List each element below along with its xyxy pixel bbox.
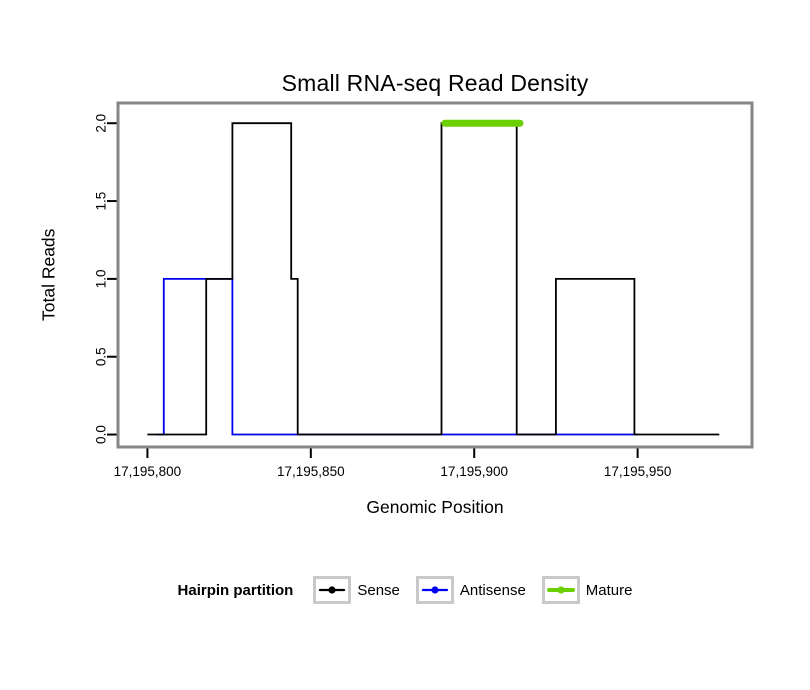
y-axis-label: Total Reads <box>38 228 59 322</box>
legend-key-antisense-icon <box>415 576 454 604</box>
legend-label-mature: Mature <box>585 581 633 599</box>
x-axis-label: Genomic Position <box>366 497 504 517</box>
x-tick-label: 17,195,900 <box>440 464 508 479</box>
sense-line <box>147 122 720 436</box>
x-tick-label: 17,195,850 <box>277 464 345 479</box>
y-tick-label: 0.0 <box>94 425 109 444</box>
y-tick-label: 1.0 <box>94 270 109 289</box>
legend: Hairpin partition Sense Antisense Mature <box>0 576 810 604</box>
legend-key-dot <box>328 586 336 594</box>
legend-items: Sense Antisense Mature <box>313 576 632 604</box>
legend-label-antisense: Antisense <box>459 581 526 599</box>
x-tick-label: 17,195,950 <box>604 464 672 479</box>
x-tick-label: 17,195,800 <box>114 464 182 479</box>
legend-key-dot <box>557 586 565 594</box>
chart-title: Small RNA-seq Read Density <box>281 70 589 96</box>
legend-key-dot <box>431 586 439 594</box>
legend-item-antisense: Antisense <box>415 576 526 604</box>
legend-key-sense-icon <box>313 576 352 604</box>
y-tick-label: 2.0 <box>94 114 109 133</box>
legend-label-sense: Sense <box>357 581 400 599</box>
y-tick-label: 0.5 <box>94 347 109 366</box>
y-tick-label: 1.5 <box>94 192 109 211</box>
plot-panel <box>116 101 754 449</box>
legend-title: Hairpin partition <box>177 581 294 599</box>
legend-item-mature: Mature <box>541 576 633 604</box>
legend-item-sense: Sense <box>313 576 400 604</box>
legend-key-mature-icon <box>541 576 580 604</box>
